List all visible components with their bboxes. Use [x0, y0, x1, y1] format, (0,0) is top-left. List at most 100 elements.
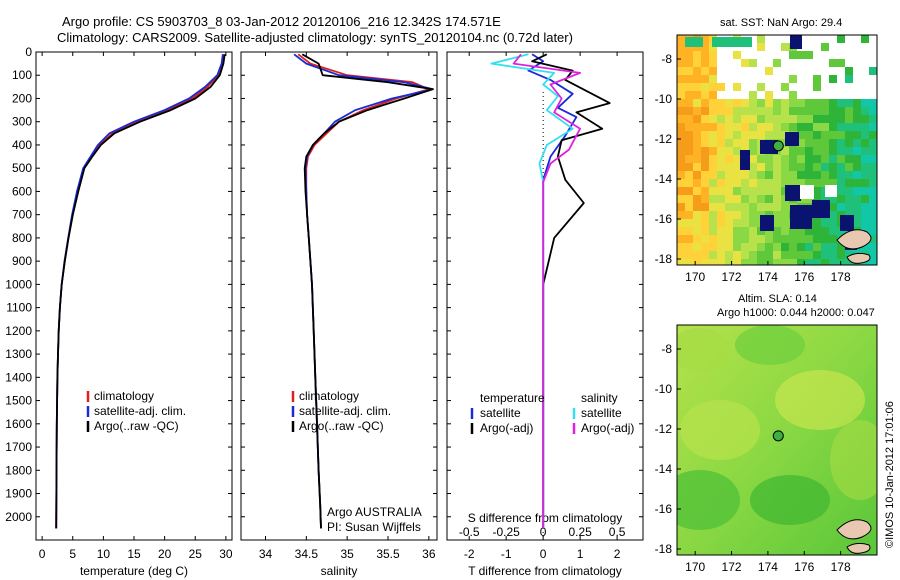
sst-cell: [845, 251, 853, 259]
sst-cell: [821, 131, 829, 139]
sst-cell: [797, 227, 805, 235]
sst-cell: [861, 147, 869, 155]
sst-cell: [677, 99, 685, 107]
sst-cell: [693, 235, 701, 243]
sst-cell: [741, 179, 749, 187]
sst-cell: [773, 155, 781, 163]
sst-cell: [709, 203, 717, 211]
legend-label: salinity: [581, 391, 618, 405]
sst-cell: [829, 99, 837, 107]
sst-cell: [693, 227, 701, 235]
sst-cell: [677, 131, 685, 139]
sst-cell: [853, 211, 861, 219]
sst-cell: [765, 187, 773, 195]
map-x-tick-label: 172: [722, 270, 742, 284]
sst-cell: [829, 163, 837, 171]
sst-cell: [701, 35, 709, 43]
sst-cell: [789, 155, 797, 163]
sst-cell: [813, 83, 821, 91]
sla-heatmap: [677, 325, 877, 555]
sst-cell: [685, 227, 693, 235]
sst-cell: [701, 91, 709, 99]
sst-cell: [725, 123, 733, 131]
y-tick-label: 300: [12, 115, 32, 129]
sst-cell: [725, 139, 733, 147]
sst-cell: [797, 139, 805, 147]
sst-cell: [757, 203, 765, 211]
sst-cell: [757, 243, 765, 251]
sst-cell: [693, 107, 701, 115]
sst-cell: [677, 171, 685, 179]
sst-cell: [789, 163, 797, 171]
sst-cell: [789, 251, 797, 259]
sst-cell: [773, 131, 781, 139]
sst-cell: [813, 219, 821, 227]
sst-cell: [869, 155, 877, 163]
sst-cell: [693, 83, 701, 91]
sst-cell: [813, 227, 821, 235]
sst-cell: [790, 35, 802, 49]
sst-cell: [717, 123, 725, 131]
sst-cell: [685, 259, 693, 265]
sst-cell: [741, 203, 749, 211]
sst-cell: [701, 139, 709, 147]
y-tick-label: 1100: [6, 301, 32, 315]
sst-cell: [717, 179, 725, 187]
sst-cell: [781, 155, 789, 163]
sst-cell: [813, 163, 821, 171]
sst-cell: [733, 155, 741, 163]
sst-cell: [829, 235, 837, 243]
sst-cell: [853, 147, 861, 155]
map-y-tick-label: -14: [655, 462, 673, 476]
sst-cell: [805, 107, 813, 115]
sst-cell: [781, 211, 789, 219]
sst-cell: [869, 227, 877, 235]
sst-cell: [805, 139, 813, 147]
sst-cell: [789, 171, 797, 179]
sst-cell: [741, 251, 749, 259]
sst-cell: [701, 203, 709, 211]
sst-cell: [725, 259, 733, 265]
island-shape: [846, 542, 871, 554]
x-tick-label: 10: [97, 547, 111, 561]
sst-cell: [677, 235, 685, 243]
sst-cell: [853, 107, 861, 115]
sst-cell: [845, 147, 853, 155]
sst-cell: [845, 171, 853, 179]
sst-cell: [789, 75, 797, 83]
sst-cell: [765, 67, 773, 75]
sst-cell: [693, 211, 701, 219]
sst-cell: [741, 107, 749, 115]
sst-cell: [749, 203, 757, 211]
sst-cell: [789, 259, 797, 265]
sst-cell: [837, 99, 845, 107]
sst-cell: [677, 227, 685, 235]
sst-cell: [725, 179, 733, 187]
sst-cell: [677, 35, 685, 43]
sst-cell: [869, 139, 877, 147]
sst-cell: [861, 131, 869, 139]
sst-cell: [869, 131, 877, 139]
sst-cell: [693, 115, 701, 123]
sst-cell: [693, 171, 701, 179]
sst-cell: [805, 179, 813, 187]
sst-cell: [845, 187, 853, 195]
y-tick-label: 600: [12, 184, 32, 198]
sst-cell: [693, 155, 701, 163]
sst-cell: [773, 219, 781, 227]
sst-cell: [677, 51, 685, 59]
y-tick-label: 1700: [5, 440, 32, 454]
sst-cell: [709, 91, 717, 99]
sst-cell: [821, 123, 829, 131]
sst-cell: [797, 99, 805, 107]
sst-cell: [709, 179, 717, 187]
sst-cell: [765, 123, 773, 131]
sst-cell: [789, 51, 797, 59]
sst-cell: [712, 37, 752, 47]
map-x-tick-label: 172: [722, 560, 742, 574]
sst-cell: [797, 243, 805, 251]
sst-cell: [677, 243, 685, 251]
y-tick-label: 1800: [5, 463, 32, 477]
sst-cell: [853, 171, 861, 179]
sst-cell: [749, 99, 757, 107]
